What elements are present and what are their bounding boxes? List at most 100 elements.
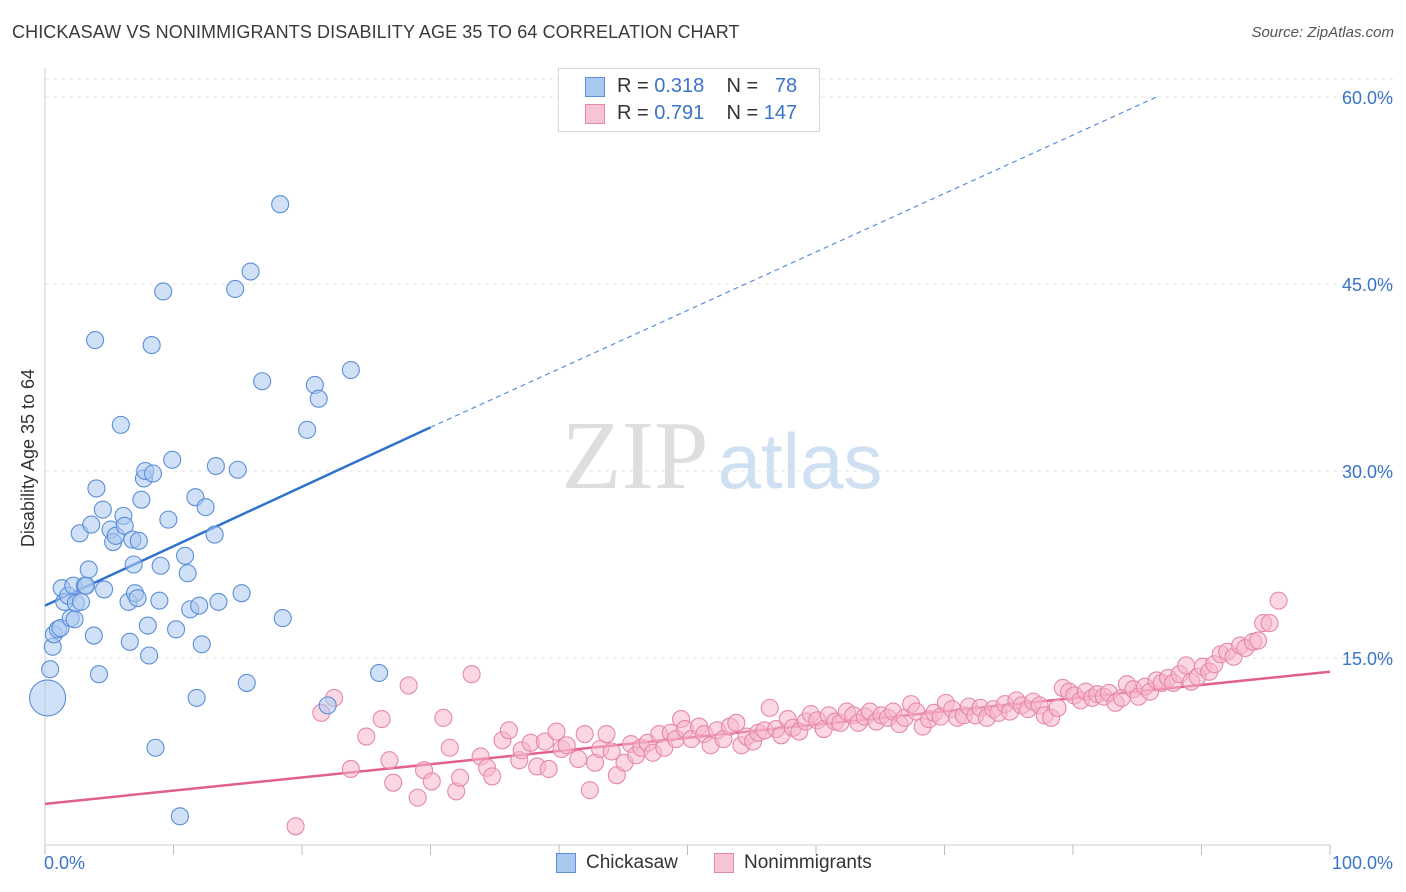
chickasaw-point xyxy=(205,525,224,544)
chickasaw-point xyxy=(29,679,67,717)
legend-n-label: N = xyxy=(726,75,764,97)
chickasaw-point xyxy=(140,646,159,665)
chickasaw-point xyxy=(206,456,225,476)
chickasaw-point xyxy=(228,460,247,479)
nonimmigrants-point xyxy=(547,722,566,741)
chickasaw-point xyxy=(190,596,209,615)
chickasaw-point xyxy=(318,696,337,715)
chickasaw-point xyxy=(111,415,130,434)
chickasaw-point xyxy=(154,282,173,301)
nonimmigrants-point xyxy=(580,781,599,800)
chickasaw-point xyxy=(241,262,260,281)
chickasaw-point xyxy=(192,635,211,654)
nonimmigrants-point xyxy=(499,721,518,740)
chickasaw-point xyxy=(253,372,272,391)
chickasaw-point xyxy=(79,560,98,579)
chickasaw-point xyxy=(65,610,84,629)
chickasaw-point xyxy=(142,336,161,355)
nonimmigrants-point xyxy=(384,773,403,792)
chickasaw-point xyxy=(93,500,112,519)
chickasaw-point xyxy=(143,464,162,483)
chickasaw-point xyxy=(115,516,134,535)
legend-swatch-nonimmigrants xyxy=(585,104,605,124)
chickasaw-point xyxy=(146,738,165,757)
nonimmigrants-point xyxy=(408,788,427,807)
axis-labels: 15.0% 30.0% 45.0% 60.0% 0.0% 100.0% Disability… xyxy=(18,88,1393,873)
grid-lines xyxy=(45,78,1395,659)
nonimmigrants-point xyxy=(440,738,459,757)
watermark-zip: ZIP xyxy=(562,402,709,510)
nonimmigrants-point xyxy=(575,724,594,744)
nonimmigrants-point xyxy=(372,710,391,729)
nonimmigrants-point xyxy=(1260,614,1279,633)
data-points xyxy=(29,195,1288,836)
bottom-legend-label-nonimmigrants: Nonimmigrants xyxy=(744,852,872,873)
nonimmigrants-point xyxy=(1048,698,1067,717)
chickasaw-point xyxy=(41,660,60,679)
source-label: Source: ZipAtlas.com xyxy=(1251,24,1394,41)
correlation-legend: R = 0.318 N = 78 R = 0.791 N = 147 xyxy=(558,68,820,132)
nonimmigrants-point xyxy=(434,708,453,727)
chickasaw-point xyxy=(196,498,215,517)
nonimmigrants-point xyxy=(341,759,360,779)
y-tick-label: 15.0% xyxy=(1342,649,1393,669)
nonimmigrants-point xyxy=(602,742,621,761)
legend-r-label: R = xyxy=(617,102,655,124)
chickasaw-point xyxy=(82,515,101,534)
nonimmigrants-point xyxy=(557,736,576,755)
chickasaw-point xyxy=(226,279,245,299)
chickasaw-point xyxy=(187,688,206,707)
chickasaw-point xyxy=(370,663,389,683)
chickasaw-point xyxy=(151,556,170,575)
watermark: ZIP atlas xyxy=(562,402,883,510)
nonimmigrants-point xyxy=(535,732,554,751)
chickasaw-point xyxy=(129,531,148,550)
chickasaw-point xyxy=(71,592,91,611)
chickasaw-point xyxy=(77,576,96,595)
chickasaw-point xyxy=(170,807,189,826)
nonimmigrants-point xyxy=(462,665,481,684)
watermark-atlas: atlas xyxy=(718,417,883,505)
chickasaw-point xyxy=(84,626,103,645)
nonimmigrants-point xyxy=(727,713,746,732)
chickasaw-point xyxy=(132,490,151,509)
legend-r-value: 0.318 xyxy=(654,75,705,97)
chickasaw-point xyxy=(273,609,292,628)
legend-r-value: 0.791 xyxy=(654,102,705,124)
chickasaw-point xyxy=(232,584,251,603)
legend-n-value: 78 xyxy=(774,75,798,97)
chickasaw-point xyxy=(87,479,106,498)
chickasaw-trend-line xyxy=(44,426,432,607)
chickasaw-point xyxy=(128,589,147,608)
chickasaw-point xyxy=(124,555,143,574)
nonimmigrants-point xyxy=(760,698,779,717)
chickasaw-point xyxy=(159,510,178,529)
nonimmigrants-point xyxy=(380,751,399,770)
nonimmigrants-point xyxy=(286,817,305,836)
nonimmigrants-point xyxy=(597,724,616,744)
chickasaw-point xyxy=(209,592,228,611)
chickasaw-point xyxy=(138,616,157,635)
nonimmigrants-point xyxy=(483,767,502,786)
legend-swatch-chickasaw xyxy=(585,77,605,97)
chickasaw-point xyxy=(176,546,195,565)
chickasaw-point xyxy=(167,620,186,639)
nonimmigrants-point xyxy=(569,749,588,769)
x-tick-label: 100.0% xyxy=(1332,853,1393,873)
bottom-legend-label-chickasaw: Chickasaw xyxy=(586,852,678,873)
nonimmigrants-point xyxy=(357,727,376,746)
chart-title: CHICKASAW VS NONIMMIGRANTS DISABILITY AG… xyxy=(12,22,740,42)
nonimmigrants-point xyxy=(1269,591,1288,610)
chickasaw-trend-extension xyxy=(430,96,1157,428)
chickasaw-point xyxy=(95,580,114,599)
chickasaw-point xyxy=(120,632,139,651)
legend-r-label: R = xyxy=(617,75,655,97)
chickasaw-point xyxy=(163,450,182,469)
nonimmigrants-point xyxy=(451,768,470,787)
legend-n-value: 147 xyxy=(763,102,798,124)
bottom-legend-swatch-chickasaw xyxy=(556,853,576,873)
bottom-legend-swatch-nonimmigrants xyxy=(714,853,734,873)
chickasaw-point xyxy=(237,673,256,692)
nonimmigrants-point xyxy=(399,676,418,695)
